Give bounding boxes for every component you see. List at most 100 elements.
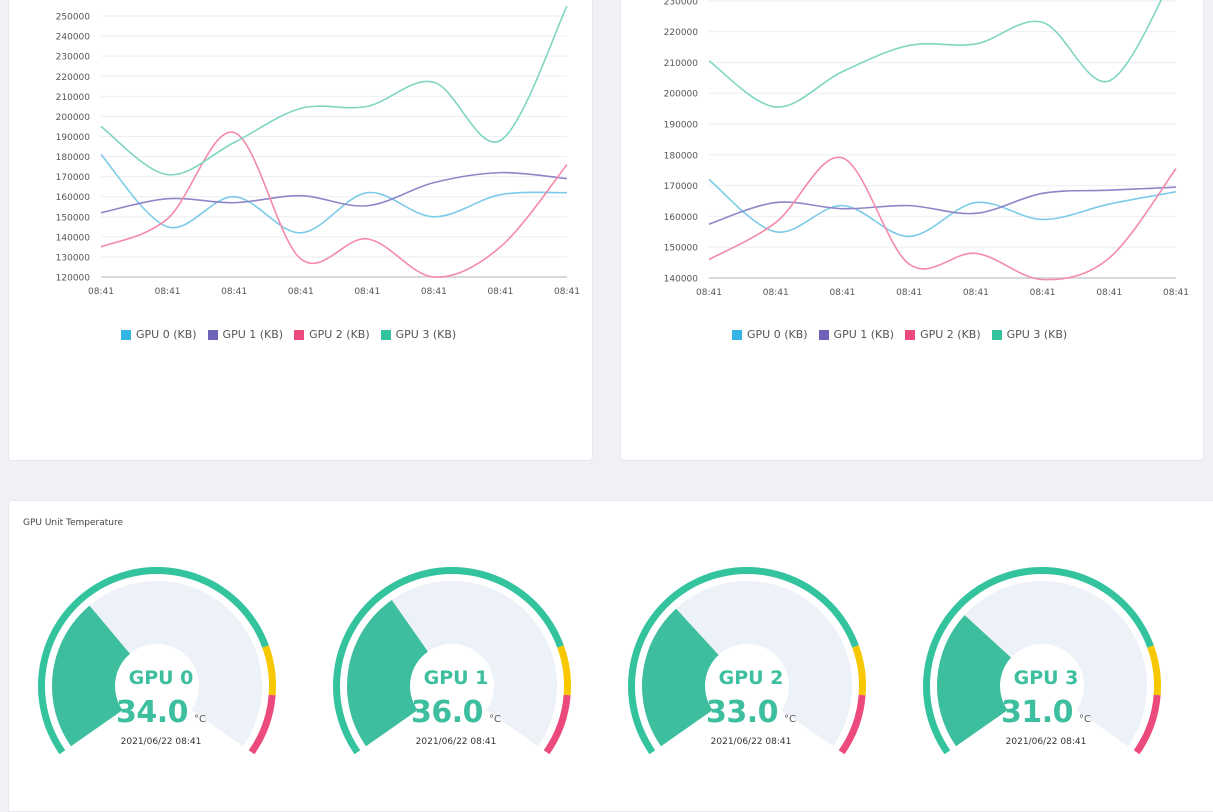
gauge-gpu1: GPU 1 36.0 °C 2021/06/22 08:41 (322, 559, 590, 769)
x-tick-label: 08:41 (696, 288, 722, 298)
gauge-graphic (628, 567, 866, 755)
y-tick-label: 250000 (56, 13, 91, 23)
legend-item-gpu0[interactable]: GPU 0 (KB) (121, 328, 197, 341)
x-tick-label: 08:41 (421, 287, 447, 297)
y-tick-label: 210000 (56, 93, 91, 103)
legend-item-gpu2[interactable]: GPU 2 (KB) (294, 328, 370, 341)
gauge-fill (937, 615, 1012, 747)
line-chart-right: 140000 150000 160000 170000 180000 190000 2000… (664, 0, 1189, 298)
series-line (100, 154, 568, 234)
series-line (708, 0, 1162, 108)
gauge-gpu3: GPU 3 31.0 °C 2021/06/22 08:41 (912, 559, 1180, 769)
y-tick-label: 200000 (664, 90, 699, 100)
gauge-fill (642, 608, 719, 747)
y-tick-label: 230000 (56, 53, 91, 63)
gauge-band (248, 694, 276, 755)
gauge-name: GPU 3 (1013, 667, 1079, 689)
y-tick-label: 190000 (664, 121, 699, 131)
y-tick-label: 180000 (664, 151, 699, 161)
x-tick-label: 08:41 (763, 288, 789, 298)
x-tick-label: 08:41 (88, 287, 114, 297)
legend-item-gpu1[interactable]: GPU 1 (KB) (207, 328, 284, 341)
y-tick-label: 150000 (56, 213, 91, 223)
series-line (708, 178, 1177, 238)
gauge-band (557, 645, 571, 696)
gpu-memory-chart-card-left: 120000 130000 140000 150000 160000 170000 1800… (8, 0, 593, 461)
gauge-value-row: 34.0 °C (27, 695, 295, 730)
legend-item-gpu0[interactable]: GPU 0 (KB) (732, 328, 808, 341)
series-line (708, 156, 1177, 281)
gauge-value-row: 36.0 °C (322, 695, 590, 730)
line-chart-left: 120000 130000 140000 150000 160000 170000 1800… (56, 5, 580, 297)
legend-item-gpu1[interactable]: GPU 1 (KB) (818, 328, 895, 341)
legend-label: GPU 1 (KB) (833, 328, 895, 341)
series-line (100, 5, 568, 176)
gauge-value: 33.0 (705, 695, 779, 730)
gauge-timestamp: 2021/06/22 08:41 (1005, 737, 1087, 747)
x-tick-label: 08:41 (1030, 288, 1056, 298)
gauge-graphic (38, 567, 276, 755)
gauge-value-row: 31.0 °C (912, 695, 1180, 730)
y-tick-label: 230000 (664, 0, 699, 7)
gpu-temperature-card: GPU Unit Temperature GPU 0 34.0 °C 2021/0… (8, 500, 1213, 812)
legend-swatch (905, 329, 916, 340)
x-tick-label: 08:41 (1163, 288, 1189, 298)
y-tick-label: 150000 (664, 244, 699, 254)
gauge-timestamp: 2021/06/22 08:41 (710, 737, 792, 747)
series-line (100, 131, 568, 278)
y-tick-label: 220000 (664, 28, 699, 38)
y-tick-label: 210000 (664, 59, 699, 69)
gauge-fill (52, 605, 131, 747)
chart-legend-left: GPU 0 (KB) GPU 1 (KB) GPU 2 (KB) GPU 3 (… (121, 328, 456, 341)
gauge-band (1147, 645, 1161, 696)
gauge-band (852, 645, 866, 696)
gauge-timestamp: 2021/06/22 08:41 (120, 737, 202, 747)
legend-swatch (991, 329, 1002, 340)
series-line (100, 171, 568, 214)
y-tick-label: 190000 (56, 133, 91, 143)
x-tick-label: 08:41 (155, 287, 181, 297)
gpu-memory-chart-card-right: 140000 150000 160000 170000 180000 190000 2000… (620, 0, 1204, 461)
y-tick-label: 160000 (664, 213, 699, 223)
gauge-fill (347, 599, 428, 747)
gauge-unit: °C (784, 714, 796, 725)
y-tick-label: 240000 (56, 33, 91, 43)
legend-item-gpu3[interactable]: GPU 3 (KB) (991, 328, 1068, 341)
x-tick-label: 08:41 (963, 288, 989, 298)
legend-swatch (732, 329, 742, 340)
chart-legend-right: GPU 0 (KB) GPU 1 (KB) GPU 2 (KB) GPU 3 (… (732, 328, 1067, 341)
gauge-name: GPU 2 (718, 667, 784, 689)
gauge-graphic (333, 567, 571, 755)
gauge-band (838, 694, 866, 755)
legend-item-gpu2[interactable]: GPU 2 (KB) (905, 328, 981, 341)
gauge-value-row: 33.0 °C (617, 695, 885, 730)
x-tick-label: 08:41 (829, 288, 855, 298)
y-tick-label: 130000 (56, 253, 91, 263)
x-tick-label: 08:41 (288, 287, 314, 297)
legend-label: GPU 1 (KB) (222, 328, 284, 341)
gauge-value: 34.0 (115, 695, 189, 730)
x-tick-label: 08:41 (487, 287, 513, 297)
gauge-unit: °C (489, 714, 501, 725)
legend-swatch (818, 329, 829, 340)
gauge-name: GPU 1 (423, 667, 489, 689)
gauge-unit: °C (194, 714, 206, 725)
legend-swatch (121, 329, 131, 340)
y-tick-label: 170000 (56, 173, 91, 183)
y-tick-label: 220000 (56, 73, 91, 83)
x-tick-label: 08:41 (354, 287, 380, 297)
x-tick-label: 08:41 (1096, 288, 1122, 298)
legend-label: GPU 2 (KB) (309, 328, 370, 341)
y-tick-label: 200000 (56, 113, 91, 123)
legend-swatch (207, 329, 218, 340)
y-tick-label: 140000 (56, 233, 91, 243)
x-tick-label: 08:41 (221, 287, 247, 297)
x-tick-label: 08:41 (896, 288, 922, 298)
legend-label: GPU 3 (KB) (1006, 328, 1068, 341)
legend-swatch (294, 329, 305, 340)
gauge-band (1133, 694, 1161, 755)
y-tick-label: 140000 (664, 275, 699, 285)
legend-item-gpu3[interactable]: GPU 3 (KB) (380, 328, 456, 341)
x-tick-label: 08:41 (554, 287, 580, 297)
y-tick-label: 170000 (664, 182, 699, 192)
